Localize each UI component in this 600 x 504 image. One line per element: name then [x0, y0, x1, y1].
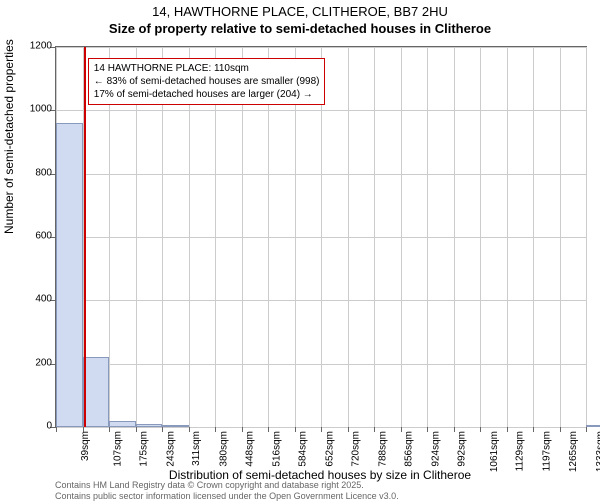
y-tick-label: 400 [35, 294, 52, 305]
gridline-vertical [533, 47, 534, 427]
x-tick-label: 992sqm [457, 431, 468, 467]
y-axis-label: Number of semi-detached properties [2, 39, 16, 234]
x-tick-label: 720sqm [351, 431, 362, 467]
x-tick-label: 584sqm [298, 431, 309, 467]
x-tick-label: 107sqm [112, 431, 123, 467]
gridline-vertical [560, 47, 561, 427]
x-tick-label: 856sqm [404, 431, 415, 467]
plot-area: 14 HAWTHORNE PLACE: 110sqm← 83% of semi-… [55, 46, 587, 428]
attribution-line2: Contains public sector information licen… [55, 491, 399, 502]
x-tick-label: 924sqm [430, 431, 441, 467]
histogram-bar [136, 424, 163, 427]
x-tick-label: 1197sqm [541, 431, 552, 471]
gridline-vertical [374, 47, 375, 427]
y-tick-label: 200 [35, 357, 52, 368]
gridline-vertical [427, 47, 428, 427]
x-tick-label: 1333sqm [595, 431, 600, 472]
histogram-bar [56, 123, 83, 427]
x-tick-label: 788sqm [377, 431, 388, 467]
x-tick-label: 448sqm [245, 431, 256, 467]
attribution-text: Contains HM Land Registry data © Crown c… [55, 480, 399, 502]
x-tick-label: 516sqm [271, 431, 282, 467]
property-marker-line [84, 47, 86, 427]
annotation-line: ← 83% of semi-detached houses are smalle… [94, 75, 320, 88]
histogram-bar [586, 425, 600, 427]
gridline-vertical [480, 47, 481, 427]
y-tick-label: 0 [46, 421, 52, 432]
gridline-vertical [507, 47, 508, 427]
x-tick-label: 1265sqm [568, 431, 579, 472]
gridline-vertical [454, 47, 455, 427]
attribution-line1: Contains HM Land Registry data © Crown c… [55, 480, 399, 491]
annotation-line: 17% of semi-detached houses are larger (… [94, 88, 320, 101]
gridline-vertical [401, 47, 402, 427]
chart-container: 14, HAWTHORNE PLACE, CLITHEROE, BB7 2HU … [0, 4, 600, 504]
histogram-bar [162, 425, 189, 427]
annotation-box: 14 HAWTHORNE PLACE: 110sqm← 83% of semi-… [88, 58, 326, 105]
title-sub: Size of property relative to semi-detach… [0, 21, 600, 36]
x-tick-label: 39sqm [80, 431, 91, 461]
histogram-bar [109, 421, 136, 427]
x-tick-label: 175sqm [139, 431, 150, 467]
x-tick-label: 652sqm [324, 431, 335, 467]
x-tick-label: 243sqm [165, 431, 176, 467]
x-tick-label: 380sqm [218, 431, 229, 467]
annotation-line: 14 HAWTHORNE PLACE: 110sqm [94, 62, 320, 75]
gridline-vertical [348, 47, 349, 427]
gridline-vertical [586, 47, 587, 427]
x-tick-label: 1061sqm [489, 431, 500, 472]
y-tick-label: 800 [35, 167, 52, 178]
x-tick-label: 1129sqm [514, 431, 525, 471]
title-main: 14, HAWTHORNE PLACE, CLITHEROE, BB7 2HU [0, 4, 600, 19]
x-tick-label: 311sqm [191, 431, 202, 466]
y-tick-label: 1200 [30, 41, 52, 52]
y-tick-label: 1000 [30, 104, 52, 115]
histogram-bar [83, 357, 110, 427]
y-tick-label: 600 [35, 231, 52, 242]
